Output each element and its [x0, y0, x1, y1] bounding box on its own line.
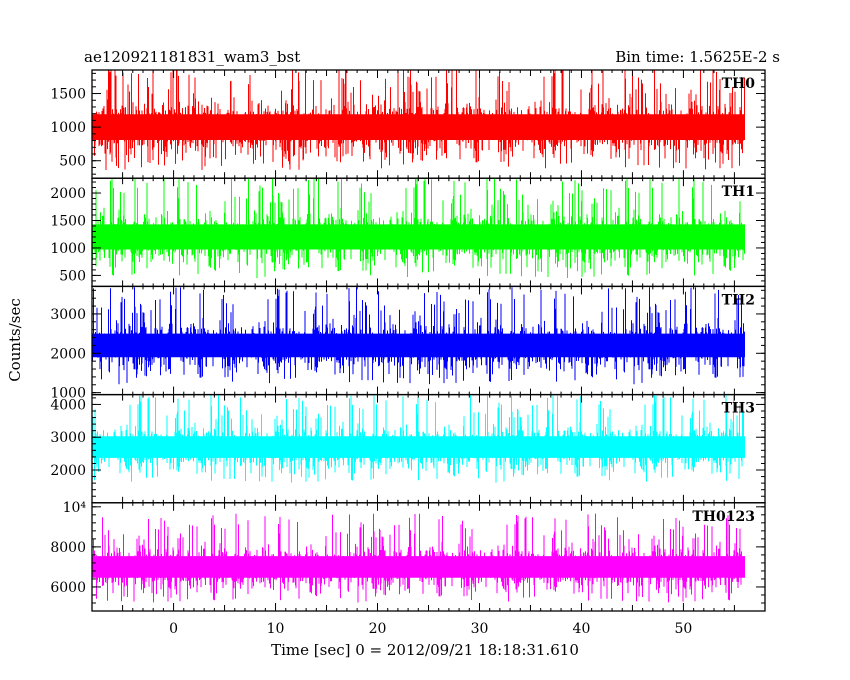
panel-label: TH0 — [722, 76, 756, 92]
panel-label: TH1 — [722, 184, 755, 200]
x-tick-label: 40 — [573, 621, 591, 637]
y-tick-label: 2000 — [50, 463, 86, 479]
x-axis: 0 10 20 30 40 50 — [169, 621, 692, 637]
bin-time-label: Bin time: 1.5625E-2 s — [615, 48, 780, 66]
series-th1 — [91, 178, 745, 279]
panel-th1: 500 1000 1500 2000 TH1 — [50, 177, 766, 288]
y-tick-label: 4000 — [50, 397, 86, 413]
y-tick-label: 3000 — [50, 307, 86, 323]
y-axis-label: Counts/sec — [6, 298, 24, 382]
figure-title: ae120921181831_wam3_bst — [84, 48, 300, 66]
series-th2 — [91, 287, 745, 385]
y-tick-label: 500 — [59, 268, 86, 284]
x-tick-label: 50 — [675, 621, 693, 637]
x-axis-label: Time [sec] 0 = 2012/09/21 18:18:31.610 — [271, 641, 579, 659]
panel-label: TH3 — [722, 401, 755, 417]
x-tick-label: 10 — [267, 621, 285, 637]
y-tick-label: 1500 — [50, 213, 86, 229]
panel-label: TH0123 — [692, 509, 755, 525]
y-tick-label: 10⁴ — [63, 500, 87, 516]
y-tick-label: 2000 — [50, 346, 86, 362]
panel-th3: 2000 3000 4000 TH3 — [50, 393, 766, 504]
series-th0 — [91, 70, 745, 170]
y-tick-label: 1500 — [50, 87, 86, 103]
panel-th0123: 6000 8000 10⁴ TH0123 — [50, 500, 766, 612]
y-tick-label: 1000 — [50, 241, 86, 257]
series-th0123 — [91, 513, 745, 603]
y-tick-label: 500 — [59, 154, 86, 170]
y-tick-label: 1000 — [50, 120, 86, 136]
x-tick-label: 30 — [471, 621, 489, 637]
y-tick-label: 8000 — [50, 540, 86, 556]
y-tick-label: 2000 — [50, 186, 86, 202]
y-tick-label: 6000 — [50, 580, 86, 596]
y-tick-label: 1000 — [50, 386, 86, 402]
y-tick-label: 3000 — [50, 430, 86, 446]
x-tick-label: 0 — [169, 621, 178, 637]
panel-label: TH2 — [722, 292, 755, 308]
panel-th0: 500 1000 1500 TH0 — [50, 69, 766, 179]
series-th3 — [91, 394, 745, 483]
x-tick-label: 20 — [369, 621, 387, 637]
panel-th2: 1000 2000 3000 TH2 — [50, 285, 766, 402]
